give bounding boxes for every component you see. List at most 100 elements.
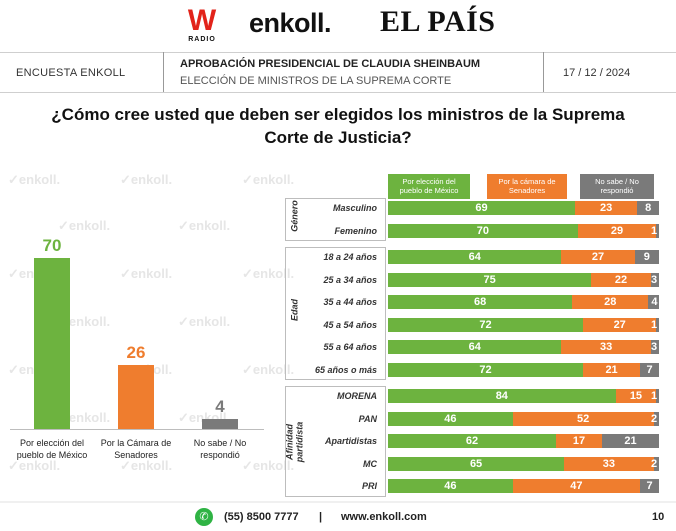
data-label: 2 xyxy=(650,457,658,470)
group-label: Género xyxy=(289,196,299,235)
bar-segment xyxy=(640,362,659,377)
data-label: 1 xyxy=(650,390,658,402)
data-label: 21 xyxy=(624,435,637,447)
header-top-rule xyxy=(0,52,676,53)
data-label: 22 xyxy=(614,273,628,286)
data-label: 75 xyxy=(483,273,496,286)
watermark-text: ✓enkoll. xyxy=(120,458,173,473)
category-label: No sabe / No respondió xyxy=(176,437,264,461)
watermark-text: ✓enkoll. xyxy=(242,362,295,377)
enkoll-logo: enkoll. xyxy=(249,8,332,38)
data-label: 26 xyxy=(126,343,146,363)
bar-segment xyxy=(656,223,659,238)
group-bracket xyxy=(285,247,386,380)
data-label: 46 xyxy=(444,412,457,425)
data-label: 33 xyxy=(600,341,613,353)
w-radio-logo-mark: W xyxy=(187,4,217,37)
bar-segment xyxy=(640,479,659,493)
bar-segment xyxy=(572,295,649,309)
watermark-text: ✓enkoll. xyxy=(178,218,231,233)
data-label: 17 xyxy=(572,435,586,447)
group-bracket xyxy=(285,386,386,497)
data-label: 72 xyxy=(479,363,492,376)
bar-segment xyxy=(388,201,575,215)
bar-segment xyxy=(388,411,513,426)
bar-segment xyxy=(388,295,573,309)
data-label: 8 xyxy=(645,202,652,214)
bar-segment xyxy=(650,272,659,287)
watermark-text: ✓enkoll. xyxy=(58,410,111,425)
bar-segment xyxy=(602,434,659,448)
category-label-line: respondió xyxy=(200,450,240,460)
data-label: 68 xyxy=(474,296,487,308)
data-label: 69 xyxy=(475,202,488,214)
row-label: 55 a 64 años xyxy=(323,342,377,352)
bar-segment xyxy=(556,434,603,448)
header-divider xyxy=(543,52,544,92)
bar xyxy=(118,365,154,429)
bar-segment xyxy=(564,456,654,471)
bar-segment xyxy=(388,272,592,287)
category-label: Por la Cámara de Senadores xyxy=(92,437,180,461)
bar-segment xyxy=(512,411,654,426)
category-label-line: Senadores xyxy=(114,450,158,460)
header-bottom-rule xyxy=(0,92,676,93)
w-radio-logo: W RADIO xyxy=(186,4,218,44)
data-label: 23 xyxy=(600,202,613,214)
footer-website: www.enkoll.com xyxy=(341,511,427,523)
legend-item: Por la cámara de Senadores xyxy=(487,174,567,199)
footer-phone: (55) 8500 7777 xyxy=(224,511,299,523)
data-label: 52 xyxy=(576,412,590,425)
bar-segment xyxy=(634,250,659,264)
data-label: 27 xyxy=(613,318,626,331)
data-label: 4 xyxy=(215,397,225,417)
category-label-line: No sabe / No xyxy=(193,438,247,448)
page-number: 10 xyxy=(652,511,665,523)
bar-segment xyxy=(583,362,641,377)
footer-rule xyxy=(0,501,676,503)
watermark-text: ✓enkoll. xyxy=(242,172,295,187)
data-label: 1 xyxy=(650,318,658,331)
data-label: 29 xyxy=(610,224,624,237)
bar-segment xyxy=(591,272,651,287)
legend-item: No sabe / No respondió xyxy=(580,174,654,199)
question-line: Corte de Justicia? xyxy=(264,128,412,147)
data-label: 2 xyxy=(650,412,658,425)
data-label: 72 xyxy=(479,318,492,331)
data-label: 15 xyxy=(629,390,643,402)
question-line: ¿Cómo cree usted que deben ser elegidos … xyxy=(51,105,625,124)
survey-label: ENCUESTA ENKOLL xyxy=(16,67,126,79)
data-label: 7 xyxy=(646,363,653,376)
legend-item: Por elección del pueblo de México xyxy=(388,174,470,199)
group-label-line: Edad xyxy=(289,298,299,321)
question-title: ¿Cómo cree usted que deben ser elegidos … xyxy=(20,103,656,149)
row-label: MC xyxy=(363,458,377,469)
data-label: 62 xyxy=(465,435,479,447)
bar-segment xyxy=(388,389,616,403)
row-label: PRI xyxy=(361,481,377,491)
category-label-line: Por elección del xyxy=(19,438,85,448)
row-label: 18 a 24 años xyxy=(323,252,377,262)
bar-segment xyxy=(388,362,584,377)
row-label: 65 años o más xyxy=(314,364,377,375)
data-label: 21 xyxy=(605,363,618,376)
legend-label-line: No sabe / No xyxy=(595,177,639,186)
row-label: 45 a 54 años xyxy=(323,319,377,330)
bar xyxy=(34,258,70,429)
data-label: 3 xyxy=(650,341,658,353)
row-label: Apartidistas xyxy=(324,436,377,446)
data-label: 84 xyxy=(495,390,508,402)
data-label: 70 xyxy=(42,236,62,255)
report-date: 17 / 12 / 2024 xyxy=(563,67,631,79)
data-label: 64 xyxy=(468,251,481,263)
data-label: 65 xyxy=(469,457,483,470)
category-label: Por elección del pueblo de México xyxy=(8,437,96,461)
group-label-line: partidista xyxy=(294,422,304,463)
data-label: 3 xyxy=(650,273,658,286)
watermark-text: ✓enkoll. xyxy=(58,218,111,233)
bar-segment xyxy=(574,201,638,215)
bar-segment xyxy=(653,411,659,426)
bar-segment xyxy=(561,250,635,264)
bar-segment xyxy=(656,317,659,332)
data-label: 47 xyxy=(570,480,583,492)
